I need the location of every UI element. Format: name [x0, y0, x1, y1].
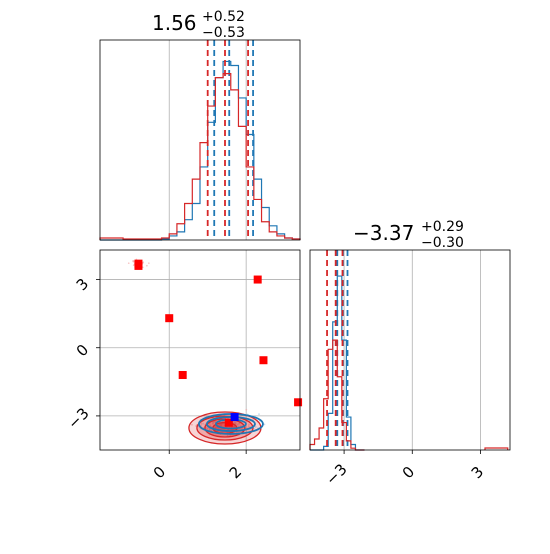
joint-panel-frame [99, 249, 301, 451]
joint-sample-dot [208, 428, 211, 431]
title-param-1: 1.56 +0.52 −0.53 [152, 9, 245, 41]
blue-marker-0 [230, 413, 239, 422]
right-hist-series-0 [310, 275, 365, 451]
joint-sample-dot [132, 260, 135, 263]
right-panel-frame [309, 249, 511, 451]
marginal-panel-param-1 [99, 39, 301, 241]
joint-sample-dot [148, 262, 150, 264]
joint-panel [96, 249, 303, 454]
red-marker-2 [165, 314, 174, 323]
joint-sample-dot [206, 427, 209, 430]
title-param-2-plus: +0.29 [421, 219, 464, 235]
top-panel-frame [99, 39, 301, 241]
joint-sample-dot [146, 264, 148, 267]
joint-x-ticks: 0 2 [150, 463, 245, 482]
joint-sample-dot [132, 264, 135, 267]
title-param-2-median: −3.37 [353, 221, 414, 245]
red-marker-3 [178, 371, 187, 379]
p2-xtick-minus3: −3 [322, 460, 350, 488]
joint-sample-dot [245, 408, 248, 411]
joint-sample-dot [258, 413, 260, 416]
joint-sample-dot [254, 425, 257, 428]
param-2-x-ticks: −3 0 3 [322, 460, 487, 488]
joint-sample-dot [212, 423, 214, 425]
marginal-panel-param-2 [309, 249, 511, 454]
title-param-2: −3.37 +0.29 −0.30 [353, 219, 464, 251]
red-marker-4 [253, 275, 262, 284]
joint-sample-dot [236, 423, 239, 426]
title-param-1-plus: +0.52 [202, 9, 245, 25]
right-panel-bg [310, 250, 510, 450]
joint-xtick-2: 2 [226, 463, 245, 482]
joint-sample-dot [263, 423, 266, 426]
joint-ytick-3: 3 [73, 275, 92, 294]
joint-ytick-minus3: −3 [64, 404, 92, 432]
joint-sample-dot [127, 262, 130, 264]
joint-sample-dot [205, 415, 208, 417]
red-marker-6 [294, 398, 303, 407]
red-marker-7 [224, 418, 233, 427]
joint-sample-dot [213, 421, 215, 424]
joint-sample-dot [216, 426, 219, 429]
joint-sample-dot [248, 423, 250, 426]
joint-sample-dot [202, 422, 204, 425]
top-hist-series-1 [99, 73, 301, 240]
joint-sample-dot [238, 422, 240, 425]
joint-sample-dot [247, 425, 250, 428]
joint-sample-dot [209, 424, 211, 427]
red-marker-1 [134, 261, 143, 270]
p2-xtick-0: 0 [399, 463, 418, 482]
top-panel-bg [100, 40, 300, 240]
title-param-1-median: 1.56 [152, 11, 197, 35]
title-param-2-minus: −0.30 [421, 235, 464, 251]
joint-sample-dot [214, 426, 217, 429]
joint-ytick-0: 0 [73, 341, 92, 360]
p2-xtick-3: 3 [468, 463, 487, 482]
title-param-1-minus: −0.53 [202, 25, 245, 41]
right-hist-tail [484, 447, 509, 450]
joint-sample-dot [226, 434, 229, 437]
joint-y-ticks: 3 0 −3 [64, 275, 92, 433]
joint-xtick-0: 0 [150, 463, 169, 482]
joint-sample-dot [191, 423, 193, 426]
red-marker-5 [259, 356, 268, 365]
joint-sample-dot [235, 431, 238, 434]
